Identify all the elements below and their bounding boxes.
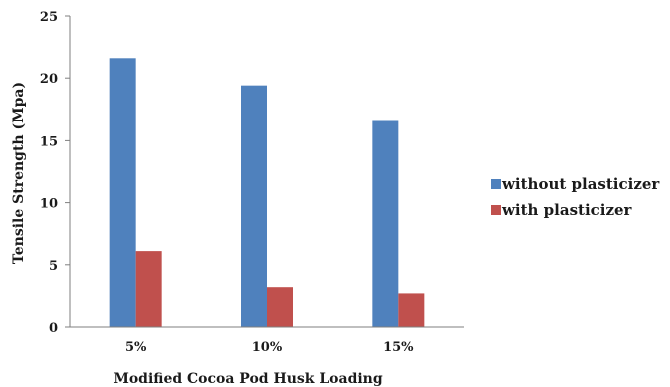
x-axis-ticks: 5% 10% 15% xyxy=(125,340,414,355)
x-tick-label: 10% xyxy=(252,340,283,355)
legend-label: without plasticizer xyxy=(501,175,660,193)
bar-without-plasticizer-5pct xyxy=(109,58,136,328)
x-tick-label: 5% xyxy=(125,340,147,355)
bar-without-plasticizer-10pct xyxy=(241,85,267,327)
y-tick-label: 25 xyxy=(40,10,58,25)
bar-with-plasticizer-15pct xyxy=(398,293,425,327)
y-tick-label: 15 xyxy=(40,134,58,149)
y-axis-ticks: 0 5 10 15 20 25 xyxy=(40,10,70,336)
legend: without plasticizer with plasticizer xyxy=(491,175,660,219)
legend-swatch xyxy=(491,205,501,215)
bar-without-plasticizer-15pct xyxy=(372,120,399,327)
legend-label: with plasticizer xyxy=(501,201,633,219)
y-tick-label: 0 xyxy=(49,321,58,336)
y-tick-label: 20 xyxy=(40,72,58,87)
x-axis-title: Modified Cocoa Pod Husk Loading xyxy=(113,371,383,387)
y-axis-title: Tensile Strength (Mpa) xyxy=(11,82,27,264)
bar-with-plasticizer-5pct xyxy=(135,251,162,327)
bars xyxy=(109,58,425,328)
legend-swatch xyxy=(491,179,501,189)
bar-with-plasticizer-10pct xyxy=(267,287,293,327)
y-tick-label: 5 xyxy=(49,259,58,274)
x-tick-label: 15% xyxy=(383,340,414,355)
y-tick-label: 10 xyxy=(40,197,58,212)
